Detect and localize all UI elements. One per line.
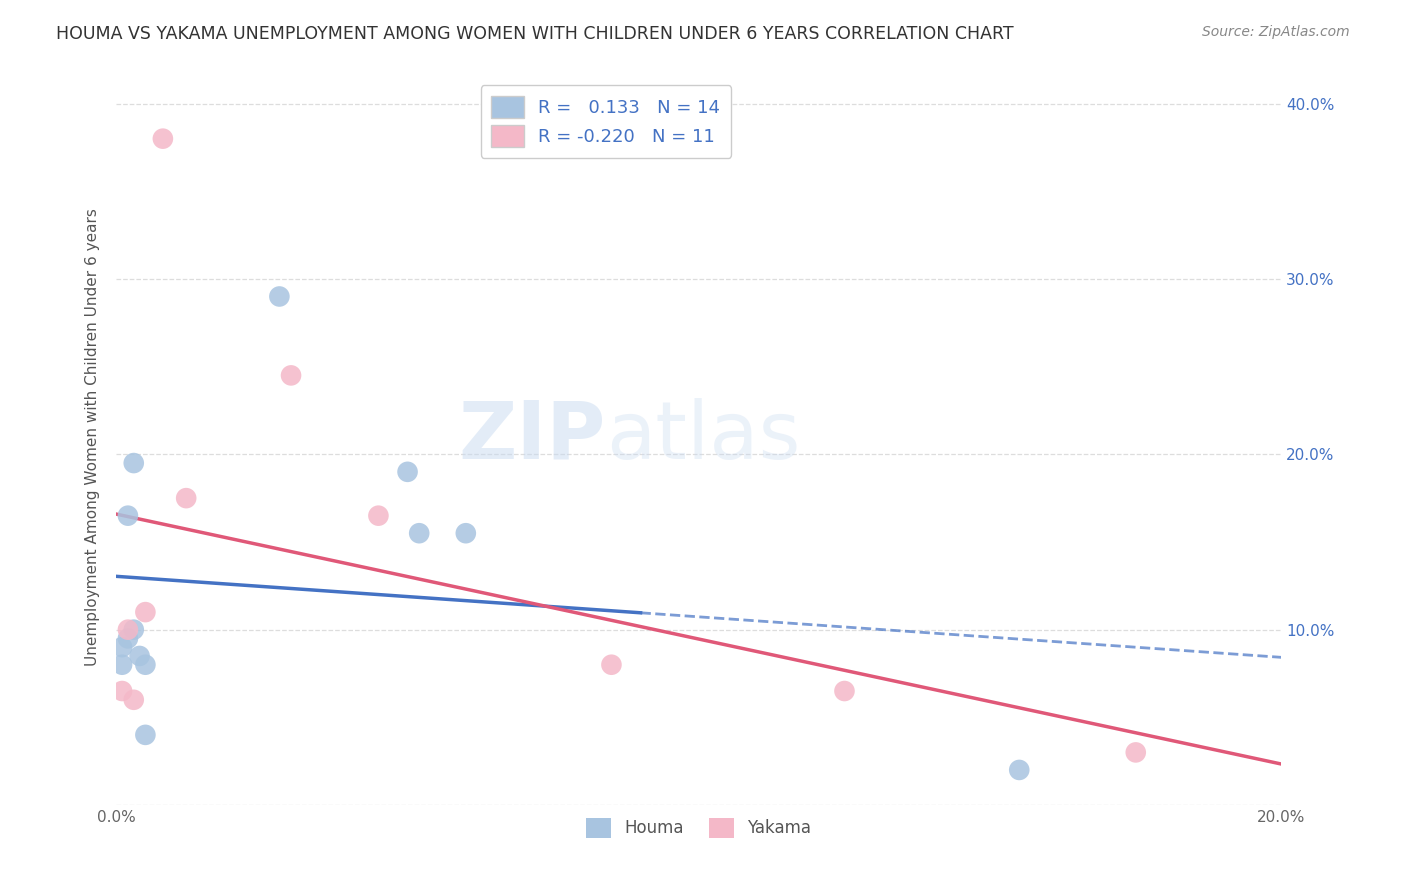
Point bbox=[128, 648, 150, 663]
Text: Source: ZipAtlas.com: Source: ZipAtlas.com bbox=[1202, 25, 1350, 39]
Point bbox=[280, 368, 302, 383]
Point bbox=[134, 728, 156, 742]
Point bbox=[408, 526, 430, 541]
Point bbox=[117, 632, 139, 646]
Text: ZIP: ZIP bbox=[458, 398, 606, 475]
Text: atlas: atlas bbox=[606, 398, 800, 475]
Point bbox=[111, 684, 134, 698]
Point bbox=[600, 657, 623, 672]
Legend: Houma, Yakama: Houma, Yakama bbox=[579, 811, 818, 845]
Point bbox=[122, 693, 145, 707]
Point bbox=[117, 623, 139, 637]
Point bbox=[1008, 763, 1031, 777]
Point bbox=[367, 508, 389, 523]
Point bbox=[134, 657, 156, 672]
Point bbox=[134, 605, 156, 619]
Y-axis label: Unemployment Among Women with Children Under 6 years: Unemployment Among Women with Children U… bbox=[86, 208, 100, 665]
Point bbox=[454, 526, 477, 541]
Point bbox=[1125, 746, 1147, 760]
Point bbox=[269, 289, 291, 303]
Point bbox=[834, 684, 856, 698]
Point bbox=[396, 465, 419, 479]
Point bbox=[111, 640, 134, 655]
Point bbox=[174, 491, 197, 505]
Point bbox=[111, 657, 134, 672]
Point bbox=[117, 508, 139, 523]
Point bbox=[122, 456, 145, 470]
Text: HOUMA VS YAKAMA UNEMPLOYMENT AMONG WOMEN WITH CHILDREN UNDER 6 YEARS CORRELATION: HOUMA VS YAKAMA UNEMPLOYMENT AMONG WOMEN… bbox=[56, 25, 1014, 43]
Point bbox=[152, 131, 174, 145]
Point bbox=[122, 623, 145, 637]
